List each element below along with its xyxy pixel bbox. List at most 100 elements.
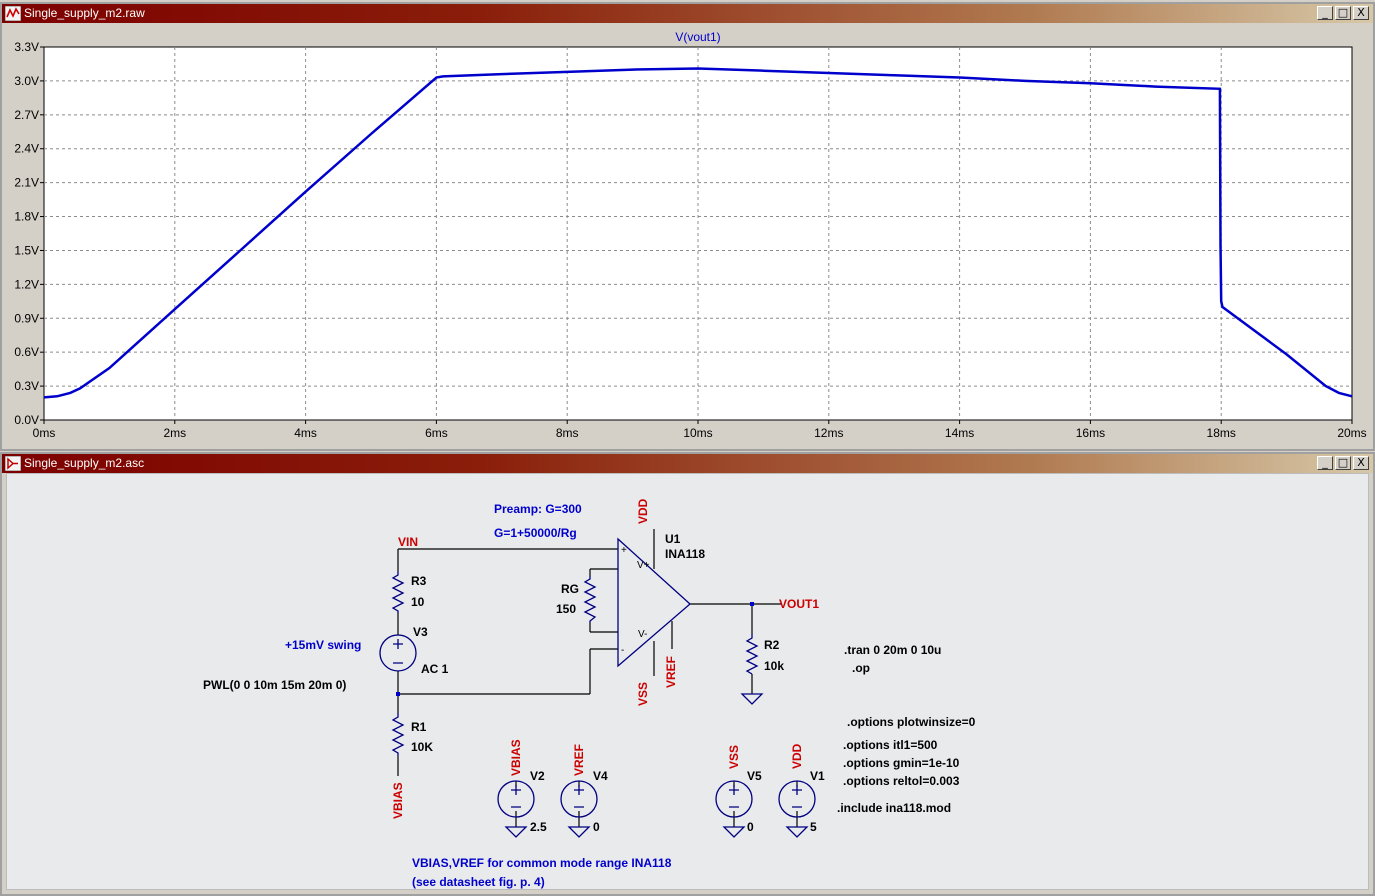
ground-symbol (504, 826, 528, 838)
waveform-window-title: Single_supply_m2.raw (24, 6, 145, 20)
net-label-vref[interactable]: VREF (572, 744, 586, 776)
trace-vout1[interactable] (43, 67, 1353, 399)
minimize-button[interactable]: _ (1317, 456, 1333, 470)
net-label-vss[interactable]: VSS (636, 682, 650, 706)
y-tick-label: 0.9V (14, 311, 39, 325)
waveform-plot[interactable]: 0.0V 0.3V 0.6V 0.9V 1.2V 1.5V 1.8V 2.1V 2.4V 2.7V… (2, 23, 1373, 449)
r1-value[interactable]: 10K (411, 740, 433, 754)
polarity-marks (729, 785, 739, 808)
directive-gmin[interactable]: .options gmin=1e-10 (843, 756, 960, 770)
y-tick-label: 0.3V (14, 379, 39, 393)
comment-preamp[interactable]: Preamp: G=300 (494, 502, 582, 516)
y-tick-label: 2.1V (14, 176, 39, 190)
opamp-u1-symbol[interactable] (617, 537, 691, 668)
net-label-vin[interactable]: VIN (398, 535, 418, 549)
v3-name[interactable]: V3 (413, 625, 428, 639)
rg-name[interactable]: RG (561, 582, 579, 596)
v2-value[interactable]: 2.5 (530, 820, 547, 834)
x-tick-label: 4ms (294, 426, 317, 440)
y-tick-label: 1.8V (14, 210, 39, 224)
y-tick-label: 3.0V (14, 74, 39, 88)
v1-name[interactable]: V1 (810, 769, 825, 783)
x-tick-label: 0ms (33, 426, 56, 440)
v2-name[interactable]: V2 (530, 769, 545, 783)
directive-reltol[interactable]: .options reltol=0.003 (843, 774, 960, 788)
waveform-app-icon (5, 6, 21, 21)
net-label-vdd[interactable]: VDD (636, 498, 650, 524)
r3-name[interactable]: R3 (411, 574, 427, 588)
r2-name[interactable]: R2 (764, 638, 780, 652)
net-label-vref[interactable]: VREF (664, 656, 678, 688)
v3-value[interactable]: AC 1 (421, 662, 449, 676)
r1-name[interactable]: R1 (411, 720, 427, 734)
x-tick-label: 6ms (425, 426, 448, 440)
pin-plus-label: + (621, 545, 627, 556)
source-v1-symbol[interactable] (778, 780, 816, 818)
polarity-marks (393, 639, 403, 664)
schematic-titlebar[interactable]: Single_supply_m2.asc _ □ X (2, 454, 1373, 473)
restore-button[interactable]: □ (1335, 6, 1351, 20)
net-label-vbias[interactable]: VBIAS (509, 739, 523, 776)
directive-op[interactable]: .op (852, 661, 870, 675)
pin-vminus-label: V- (638, 629, 647, 640)
minimize-button[interactable]: _ (1317, 6, 1333, 20)
y-tick-label: 1.5V (14, 243, 39, 257)
restore-button[interactable]: □ (1335, 456, 1351, 470)
y-tick-label: 1.2V (14, 277, 39, 291)
net-label-vss[interactable]: VSS (727, 745, 741, 769)
v4-value[interactable]: 0 (593, 820, 600, 834)
v3-pwl[interactable]: PWL(0 0 10m 15m 20m 0) (203, 678, 346, 692)
r2-value[interactable]: 10k (764, 659, 784, 673)
y-tick-label: 3.3V (14, 40, 39, 54)
ground-symbol (567, 826, 591, 838)
resistor-rg-symbol[interactable] (583, 576, 597, 623)
x-tick-label: 20ms (1337, 426, 1366, 440)
x-tick-label: 16ms (1076, 426, 1105, 440)
pin-minus-label: - (621, 645, 624, 656)
resistor-r1-symbol[interactable] (391, 713, 405, 756)
schematic-app-icon (5, 456, 21, 471)
ground-symbol (740, 693, 764, 705)
comment-datasheet[interactable]: (see datasheet fig. p. 4) (412, 875, 545, 889)
v5-value[interactable]: 0 (747, 820, 754, 834)
comment-gain-formula[interactable]: G=1+50000/Rg (494, 526, 577, 540)
v4-name[interactable]: V4 (593, 769, 608, 783)
junction-dot (396, 692, 400, 696)
source-v4-symbol[interactable] (560, 780, 598, 818)
trace-title[interactable]: V(vout1) (675, 30, 720, 44)
waveform-titlebar[interactable]: Single_supply_m2.raw _ □ X (2, 4, 1373, 23)
x-tick-label: 8ms (556, 426, 579, 440)
net-label-vdd[interactable]: VDD (790, 743, 804, 769)
directive-plotwinsize[interactable]: .options plotwinsize=0 (847, 715, 976, 729)
u1-name[interactable]: U1 (665, 532, 681, 546)
schematic-drawing[interactable]: + - V+ V- U1 INA118 RG 150 R3 10 V3 AC 1… (7, 474, 1370, 891)
v1-value[interactable]: 5 (810, 820, 817, 834)
close-button[interactable]: X (1353, 6, 1369, 20)
y-tick-label: 2.7V (14, 108, 39, 122)
polarity-marks (792, 785, 802, 808)
source-v2-symbol[interactable] (497, 780, 535, 818)
net-label-vout1[interactable]: VOUT1 (779, 597, 819, 611)
u1-value[interactable]: INA118 (665, 547, 705, 561)
schematic-canvas[interactable]: + - V+ V- U1 INA118 RG 150 R3 10 V3 AC 1… (6, 473, 1369, 890)
v5-name[interactable]: V5 (747, 769, 762, 783)
comment-vbias-vref[interactable]: VBIAS,VREF for common mode range INA118 (412, 856, 672, 870)
directive-tran[interactable]: .tran 0 20m 0 10u (844, 643, 941, 657)
source-v3-symbol[interactable] (379, 634, 417, 672)
directive-include[interactable]: .include ina118.mod (837, 801, 951, 815)
rg-value[interactable]: 150 (556, 602, 576, 616)
x-tick-label: 14ms (945, 426, 974, 440)
schematic-window: Single_supply_m2.asc _ □ X (0, 452, 1375, 896)
comment-swing[interactable]: +15mV swing (285, 638, 361, 652)
x-tick-label: 2ms (163, 426, 186, 440)
plot-pane[interactable]: 0.0V 0.3V 0.6V 0.9V 1.2V 1.5V 1.8V 2.1V 2.4V 2.7V… (2, 23, 1373, 449)
directive-itl1[interactable]: .options itl1=500 (843, 738, 938, 752)
resistor-r3-symbol[interactable] (391, 571, 405, 613)
waveform-window: Single_supply_m2.raw _ □ X 0.0V 0.3V 0.6V 0… (0, 2, 1375, 451)
resistor-r2-symbol[interactable] (745, 634, 759, 675)
source-v5-symbol[interactable] (715, 780, 753, 818)
net-label-vbias[interactable]: VBIAS (391, 782, 405, 819)
close-button[interactable]: X (1353, 456, 1369, 470)
x-tick-label: 10ms (683, 426, 712, 440)
r3-value[interactable]: 10 (411, 595, 425, 609)
